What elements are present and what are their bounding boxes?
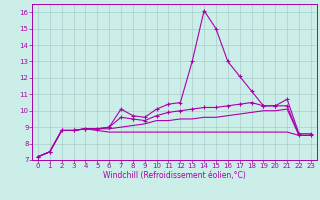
X-axis label: Windchill (Refroidissement éolien,°C): Windchill (Refroidissement éolien,°C) — [103, 171, 246, 180]
